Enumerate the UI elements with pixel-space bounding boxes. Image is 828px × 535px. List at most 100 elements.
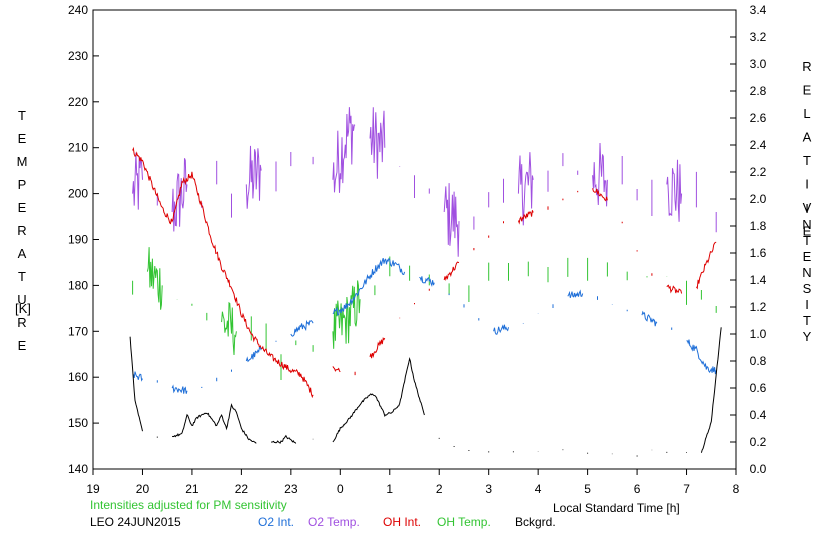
right-axis-label-letter: I — [805, 201, 809, 216]
series-line — [666, 284, 683, 294]
series-line — [695, 241, 717, 290]
right-axis-label-letter: V — [803, 200, 812, 215]
left-axis-unit: [K] — [15, 301, 31, 316]
series-line — [369, 336, 386, 359]
legend-entry: O2 Int. — [258, 515, 294, 529]
sensitivity-note: Intensities adjusted for PM sensitivity — [90, 498, 287, 512]
series-line — [132, 152, 143, 210]
right-tick-label: 1.8 — [750, 219, 767, 233]
right-axis-label-letter: E — [803, 249, 812, 264]
series-line — [332, 366, 341, 373]
right-axis-label-letter: Y — [803, 329, 812, 344]
left-tick-label: 170 — [68, 324, 88, 338]
right-axis-label-letter: E — [803, 224, 812, 239]
right-axis: 0.0 0.2 0.4 0.6 0.8 1.0 1.2 1.4 1.6 1.8 2.0 2.2 2.4 2… — [730, 3, 767, 476]
right-axis-label-letter: T — [803, 153, 811, 168]
x-tick-label: 4 — [535, 482, 542, 496]
left-tick-label: 190 — [68, 233, 88, 247]
x-tick-label: 0 — [337, 482, 344, 496]
left-tick-label: 230 — [68, 49, 88, 63]
left-axis-label-letter: P — [18, 177, 27, 192]
legend-entry: O2 Temp. — [308, 515, 360, 529]
series-line — [419, 276, 435, 288]
series-line — [171, 158, 188, 232]
x-tick-label: 2 — [436, 482, 443, 496]
series-line — [221, 301, 237, 356]
series-bckgrd — [129, 327, 722, 457]
right-tick-label: 2.6 — [750, 111, 767, 125]
left-tick-label: 200 — [68, 187, 88, 201]
series-line — [245, 145, 262, 209]
series-line — [369, 107, 386, 179]
left-tick-label: 210 — [68, 141, 88, 155]
right-axis-label-letter: T — [803, 313, 811, 328]
right-axis-label-letter: S — [803, 281, 812, 296]
series-line — [567, 289, 584, 298]
series-line — [332, 257, 406, 316]
series-line — [332, 107, 356, 193]
right-tick-label: 1.0 — [750, 327, 767, 341]
left-axis-label-letter: M — [17, 154, 28, 169]
left-axis-label-letter: R — [17, 315, 26, 330]
right-axis-label-letter: N — [802, 217, 811, 232]
series-line — [443, 261, 460, 282]
x-axis: 19 20 21 22 23 0 1 2 3 4 5 6 7 8 — [86, 469, 740, 496]
series-line — [686, 339, 717, 375]
left-tick-label: 220 — [68, 95, 88, 109]
right-axis-label-letter: R — [802, 59, 811, 74]
right-tick-label: 3.4 — [750, 3, 767, 17]
left-axis-label-letter: E — [18, 131, 27, 146]
station-date: LEO 24JUN2015 — [90, 515, 181, 529]
series-line — [592, 142, 608, 207]
right-axis-label-letter: T — [803, 233, 811, 248]
series-line — [332, 356, 425, 443]
legend-entry: Bckgrd. — [515, 515, 556, 529]
x-tick-label: 21 — [185, 482, 199, 496]
series-oh-int — [132, 146, 717, 399]
series-line — [129, 336, 143, 432]
x-tick-label: 22 — [235, 482, 249, 496]
x-tick-label: 1 — [386, 482, 393, 496]
left-axis: 140 150 160 170 180 190 200 210 220 230 240 — [68, 3, 99, 476]
series-line — [332, 280, 361, 349]
series-line — [171, 403, 257, 444]
right-axis-label-letter: E — [803, 83, 812, 98]
series-line — [641, 310, 658, 327]
series-line — [666, 159, 683, 222]
right-tick-label: 1.6 — [750, 246, 767, 260]
right-axis-label-letter: N — [802, 265, 811, 280]
right-tick-label: 0.4 — [750, 408, 767, 422]
series-line — [271, 434, 297, 444]
series-o2-int — [132, 257, 717, 394]
right-tick-label: 3.2 — [750, 30, 767, 44]
series-line — [493, 324, 509, 335]
series-line — [132, 371, 143, 382]
right-tick-label: 0.2 — [750, 435, 767, 449]
right-axis-label-letter: A — [803, 130, 812, 145]
x-tick-label: 3 — [485, 482, 492, 496]
series-line — [132, 146, 314, 399]
series-line — [290, 319, 314, 337]
x-tick-label: 5 — [584, 482, 591, 496]
series-line — [443, 183, 460, 257]
left-tick-label: 150 — [68, 416, 88, 430]
right-tick-label: 1.2 — [750, 300, 767, 314]
left-axis-label-letter: T — [18, 269, 26, 284]
left-tick-label: 160 — [68, 370, 88, 384]
x-tick-label: 20 — [136, 482, 150, 496]
left-tick-label: 140 — [68, 462, 88, 476]
right-tick-label: 2.2 — [750, 165, 767, 179]
right-axis-label-letter: I — [805, 177, 809, 192]
left-axis-label-letter: E — [18, 200, 27, 215]
right-tick-label: 1.4 — [750, 273, 767, 287]
series-line — [146, 247, 163, 310]
series-oh-temp — [132, 247, 717, 380]
right-tick-label: 0.8 — [750, 354, 767, 368]
plot-frame — [92, 9, 737, 470]
right-tick-label: 2.0 — [750, 192, 767, 206]
legend-entry: OH Temp. — [437, 515, 491, 529]
series-line — [171, 384, 188, 394]
series-o2-temp — [132, 107, 717, 257]
